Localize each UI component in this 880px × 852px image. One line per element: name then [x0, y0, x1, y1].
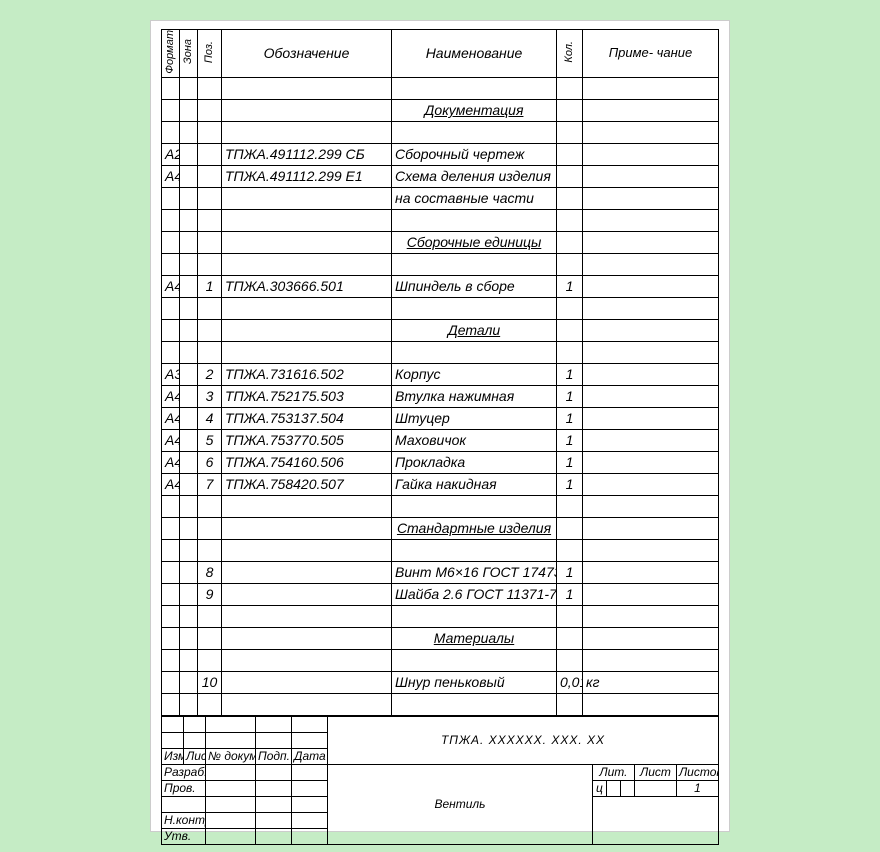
table-row	[162, 297, 719, 319]
header-row: Формат Зона Поз. Обозначение Наименовани…	[162, 30, 719, 78]
table-row	[162, 253, 719, 275]
table-row: А45ТПЖА.753770.505Маховичок1	[162, 429, 719, 451]
table-row	[162, 121, 719, 143]
table-row	[162, 693, 719, 715]
table-row: А44ТПЖА.753137.504Штуцер1	[162, 407, 719, 429]
table-row: А2ТПЖА.491112.299 СБСборочный чертеж	[162, 143, 719, 165]
doc-code: ТПЖА. ХХХХХХ. ХХХ. ХХ	[328, 716, 719, 764]
hdr-izm: Изм.	[162, 748, 184, 764]
hdr-sheet: Лист	[634, 764, 676, 780]
table-row: А46ТПЖА.754160.506Прокладка1	[162, 451, 719, 473]
table-row	[162, 209, 719, 231]
table-row: Детали	[162, 319, 719, 341]
hdr-naim: Наименование	[392, 30, 557, 78]
hdr-podp: Подп.	[256, 748, 292, 764]
hdr-oboz: Обозначение	[222, 30, 392, 78]
table-row: 9Шайба 2.6 ГОСТ 11371-781	[162, 583, 719, 605]
hdr-prim: Приме- чание	[583, 30, 719, 78]
table-row: А4ТПЖА.491112.299 Е1Схема деления издели…	[162, 165, 719, 187]
table-row: Стандартные изделия	[162, 517, 719, 539]
table-row: А32ТПЖА.731616.502Корпус1	[162, 363, 719, 385]
hdr-list: Лист	[184, 748, 206, 764]
hdr-poz: Поз.	[198, 30, 222, 78]
hdr-lit: Лит.	[592, 764, 634, 780]
gost-spec-sheet: Формат Зона Поз. Обозначение Наименовани…	[150, 20, 730, 832]
title-block: ТПЖА. ХХХХХХ. ХХХ. ХХ Изм. Лист № докум.…	[161, 716, 719, 845]
table-row: Документация	[162, 99, 719, 121]
table-row	[162, 77, 719, 99]
table-row: Материалы	[162, 627, 719, 649]
product-name: Вентиль	[328, 764, 593, 844]
table-row: 10Шнур пеньковый0,012кг	[162, 671, 719, 693]
table-row	[162, 649, 719, 671]
hdr-data: Дата	[292, 748, 328, 764]
hdr-zona: Зона	[180, 30, 198, 78]
row-nkontr: Н.контр.	[162, 812, 206, 828]
table-row: Сборочные единицы	[162, 231, 719, 253]
row-utv: Утв.	[162, 828, 206, 844]
table-row	[162, 495, 719, 517]
table-row: А41ТПЖА.303666.501Шпиндель в сборе1	[162, 275, 719, 297]
hdr-format: Формат	[162, 30, 180, 78]
table-row	[162, 539, 719, 561]
spec-table: Формат Зона Поз. Обозначение Наименовани…	[161, 29, 719, 716]
hdr-kol: Кол.	[557, 30, 583, 78]
table-row: 8Винт М6×16 ГОСТ 17473-801	[162, 561, 719, 583]
table-row	[162, 605, 719, 627]
table-row: на составные части	[162, 187, 719, 209]
hdr-sheets: Листов	[676, 764, 718, 780]
hdr-ndoc: № докум.	[206, 748, 256, 764]
sheets-val: 1	[676, 780, 718, 796]
row-razrab: Разраб.	[162, 764, 206, 780]
row-prov: Пров.	[162, 780, 206, 796]
table-row: А47ТПЖА.758420.507Гайка накидная1	[162, 473, 719, 495]
table-row	[162, 341, 719, 363]
lit-val: ц	[592, 780, 606, 796]
table-row: А43ТПЖА.752175.503Втулка нажимная1	[162, 385, 719, 407]
